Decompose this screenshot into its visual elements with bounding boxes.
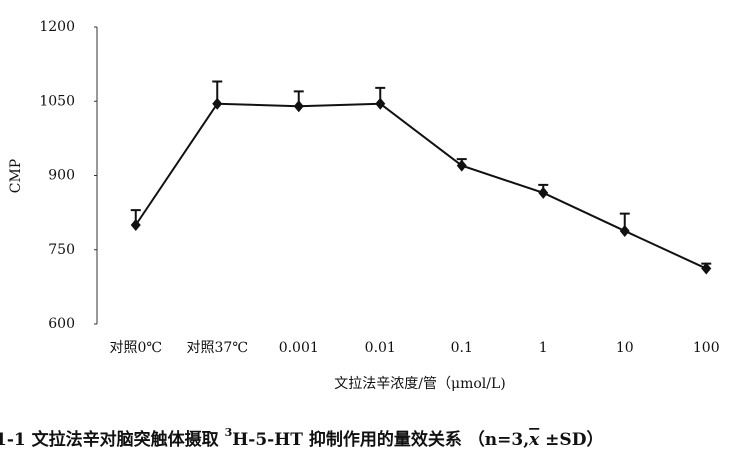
data-point (701, 262, 712, 275)
x-tick-label: 0.01 (365, 340, 396, 356)
x-tick-label: 对照0℃ (109, 340, 162, 356)
x-tick-label: 对照37℃ (187, 340, 248, 356)
figure-caption: 图1-1 文拉法辛对脑突触体摄取 3H-5-HT 抑制作用的量效关系 （n=3,… (0, 426, 603, 450)
y-tick-label: 900 (48, 168, 75, 184)
x-tick-label: 10 (616, 340, 634, 356)
data-point (212, 97, 223, 110)
caption-xbar: x (528, 430, 540, 450)
data-line (134, 102, 707, 270)
data-point (375, 97, 386, 110)
x-tick-label: 1 (539, 340, 548, 356)
caption-sup: 3 (225, 426, 233, 439)
y-tick-label: 600 (48, 316, 75, 332)
y-tick-label: 1200 (39, 19, 75, 35)
caption-suffix: ±SD） (539, 429, 603, 450)
data-point (619, 224, 630, 237)
data-point (130, 219, 141, 231)
data-point (538, 186, 549, 199)
x-axis-label: 文拉法辛浓度/管（μmol/L) (334, 376, 505, 392)
data-point (293, 100, 304, 113)
data-point (456, 159, 467, 172)
caption-prefix: 图1-1 文拉法辛对脑突触体摄取 (0, 429, 225, 450)
y-axis-label: CMP (8, 159, 24, 193)
x-tick-label: 0.1 (451, 340, 473, 356)
caption-middle: H-5-HT 抑制作用的量效关系 （n=3, (232, 429, 529, 450)
x-tick-label: 0.001 (279, 340, 319, 356)
x-tick-label: 100 (693, 340, 720, 356)
y-tick-label: 1050 (39, 93, 75, 109)
y-tick-label: 750 (48, 242, 75, 258)
